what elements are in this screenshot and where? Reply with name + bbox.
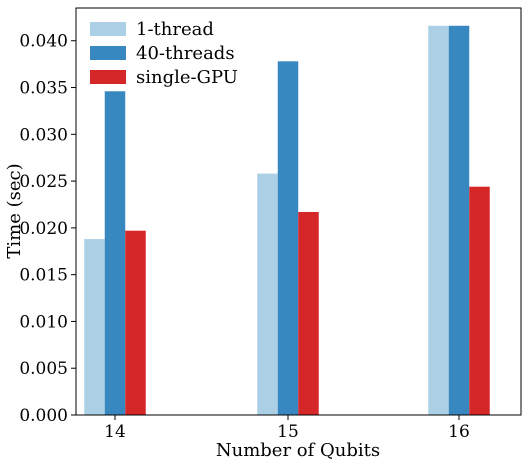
y-tick-label: 0.000 <box>19 406 68 426</box>
plot-frame <box>75 7 522 416</box>
legend-swatch <box>90 46 126 60</box>
y-tick-label: 0.025 <box>19 172 68 192</box>
y-tick-label: 0.015 <box>19 266 68 286</box>
bar-1-thread-15 <box>257 173 278 415</box>
y-tick-label: 0.040 <box>19 32 68 52</box>
legend: 1-thread 40-threads single-GPU <box>90 19 238 88</box>
bar-40-threads-16 <box>448 25 470 416</box>
bar-40-threads-14 <box>104 91 126 415</box>
y-tick-label: 0.020 <box>19 219 68 239</box>
y-axis-label: Time (sec) <box>4 163 25 258</box>
y-tick-label: 0.035 <box>19 79 68 99</box>
legend-swatch <box>90 70 126 84</box>
bar-1-thread-14 <box>84 239 105 415</box>
bar-single-gpu-14 <box>125 230 146 415</box>
x-tick-label: 16 <box>448 422 470 442</box>
bar-1-thread-16 <box>428 25 449 416</box>
x-tick-label: 14 <box>104 422 126 442</box>
bar-single-gpu-16 <box>469 186 490 415</box>
legend-label: 1-thread <box>136 19 214 40</box>
bars-group <box>84 25 490 416</box>
y-tick-label: 0.005 <box>19 359 68 379</box>
legend-label: single-GPU <box>136 67 238 88</box>
legend-label: 40-threads <box>136 43 235 64</box>
y-tick-label: 0.030 <box>19 125 68 145</box>
y-tick-label: 0.010 <box>19 312 68 332</box>
x-axis: 14 15 16 <box>104 415 470 442</box>
x-tick-label: 15 <box>277 422 299 442</box>
x-axis-label: Number of Qubits <box>216 440 380 461</box>
bar-40-threads-15 <box>277 61 299 416</box>
legend-swatch <box>90 22 126 36</box>
y-axis: 0.000 0.005 0.010 0.015 0.020 0.025 0.030 0.035… <box>19 32 76 426</box>
bar-single-gpu-15 <box>298 211 319 415</box>
